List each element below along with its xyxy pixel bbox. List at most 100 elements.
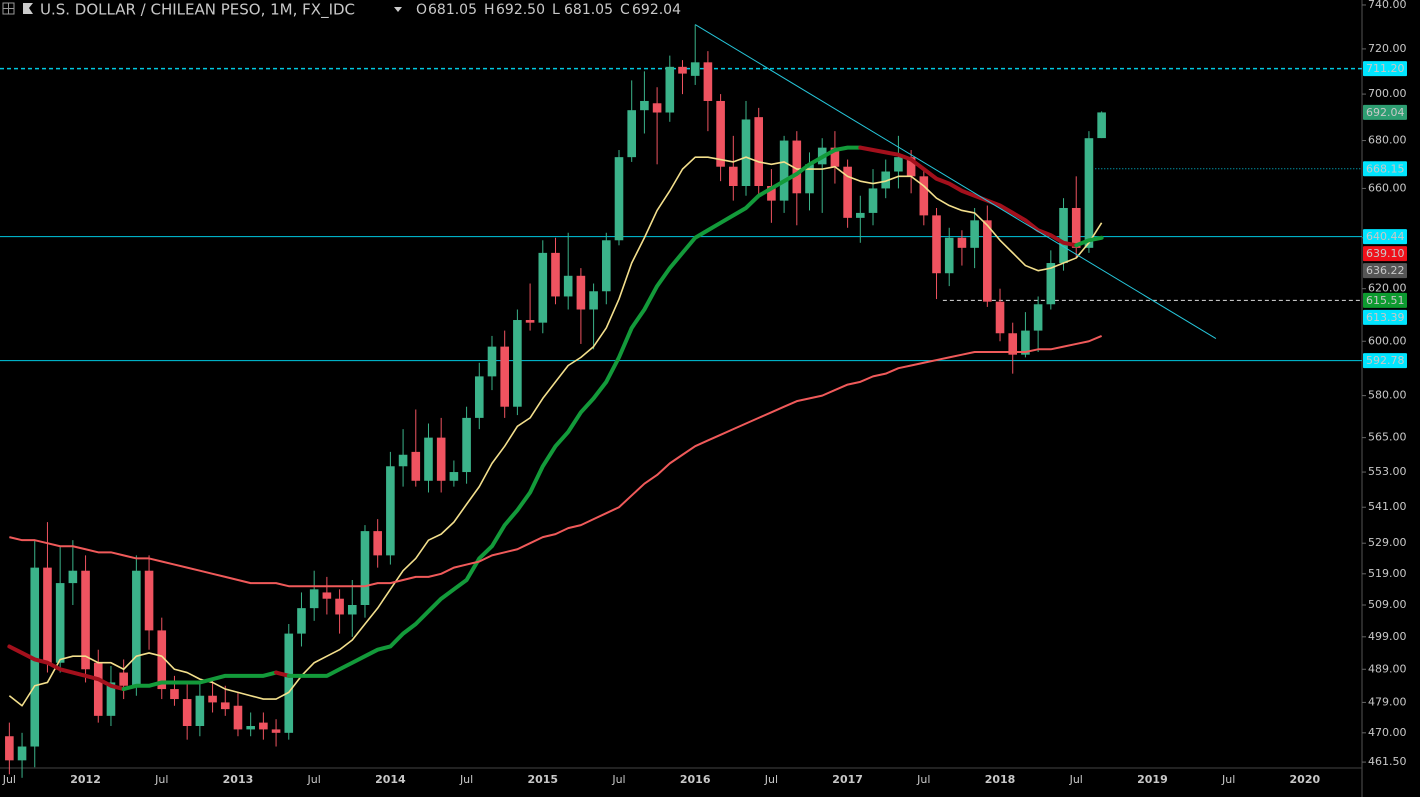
moving-average (274, 670, 291, 678)
flag-icon[interactable] (23, 3, 33, 14)
candle-body (538, 252, 548, 323)
candle-body (373, 531, 382, 556)
price-label: 692.04 (1366, 106, 1405, 119)
candle-body (93, 662, 103, 716)
y-tick-label: 519.00 (1368, 567, 1407, 580)
price-label-box (1363, 309, 1407, 325)
candle-body (919, 176, 929, 216)
candle-body (474, 376, 484, 418)
moving-average (858, 145, 1079, 248)
dropdown-arrow[interactable] (394, 7, 402, 12)
price-label-box (1363, 353, 1407, 369)
candle-body (1021, 330, 1030, 355)
candle-body (589, 291, 598, 310)
y-tick-label: 600.00 (1368, 334, 1407, 347)
candle-body (119, 672, 128, 686)
price-label-box (1363, 229, 1407, 245)
x-tick-label: 2018 (985, 773, 1016, 786)
y-tick-label: 541.00 (1368, 500, 1407, 513)
moving-average (1074, 235, 1104, 248)
ohlc-value: 681.05 (428, 2, 477, 18)
candle-body (690, 62, 700, 76)
candle-body (843, 166, 852, 218)
price-label: 639.10 (1366, 247, 1405, 260)
price-label: 613.39 (1366, 311, 1405, 324)
candle-body (398, 454, 408, 467)
candle-body (576, 275, 586, 310)
x-tick-label: Jul (1221, 773, 1235, 786)
candle-body (779, 140, 789, 201)
candle-body (856, 212, 865, 218)
candle-body (1097, 112, 1106, 139)
y-tick-label: 660.00 (1368, 181, 1407, 194)
candle-body (208, 695, 217, 703)
y-tick-label: 509.00 (1368, 598, 1407, 611)
candle-body (729, 166, 738, 187)
ohlc-key: C (620, 2, 630, 18)
candle-body (983, 220, 992, 302)
x-tick-label: Jul (764, 773, 778, 786)
price-label-box (1363, 104, 1407, 120)
candle-body (1046, 263, 1056, 305)
candle-body (195, 695, 205, 727)
x-tick-label: 2016 (680, 773, 711, 786)
y-tick-label: 680.00 (1368, 134, 1407, 147)
candle-body (106, 682, 116, 716)
candle-body (1071, 207, 1081, 248)
price-label: 615.51 (1366, 294, 1405, 307)
candle-body (868, 188, 878, 213)
ohlc-key: H (484, 2, 495, 18)
toolbar-icons (2, 2, 402, 15)
candle-body (360, 531, 370, 605)
moving-average (7, 644, 126, 692)
x-tick-label: Jul (2, 773, 16, 786)
y-tick-label: 529.00 (1368, 536, 1407, 549)
candle-body (1084, 138, 1094, 248)
price-label-box (1363, 292, 1407, 308)
candle-body (30, 567, 40, 747)
candle-body (386, 466, 395, 556)
y-tick-label: 720.00 (1368, 42, 1407, 55)
ohlc-value: 692.50 (496, 2, 545, 18)
candle-body (792, 140, 802, 194)
candle-body (449, 472, 459, 481)
candle-body (132, 570, 141, 686)
y-tick-label: 553.00 (1368, 465, 1407, 478)
y-tick-label: 499.00 (1368, 630, 1407, 643)
candle-body (68, 570, 78, 584)
price-label: 668.15 (1366, 162, 1405, 175)
candle-body (144, 570, 154, 631)
y-tick-label: 580.00 (1368, 389, 1407, 402)
candle-body (906, 157, 916, 177)
x-tick-label: Jul (307, 773, 321, 786)
ohlc-value: 692.04 (632, 2, 681, 18)
price-label-box (1363, 263, 1407, 279)
candle-body (81, 570, 90, 670)
candle-body (932, 215, 941, 274)
x-tick-label: Jul (459, 773, 473, 786)
y-tick-label: 740.00 (1368, 0, 1407, 11)
candle-body (487, 346, 497, 377)
candle-body (1059, 207, 1068, 264)
candle-body (347, 604, 357, 615)
candle-body (233, 705, 243, 730)
candle-body (894, 157, 903, 172)
candle-body (805, 164, 814, 194)
chart-title: U.S. DOLLAR / CHILEAN PESO, 1M, FX_IDC (40, 1, 355, 20)
candle-body (462, 417, 471, 473)
trendline (694, 24, 1217, 340)
candle-body (259, 722, 268, 730)
ohlc-value: 681.05 (564, 2, 613, 18)
moving-average (8, 156, 1103, 707)
y-tick-label: 700.00 (1368, 87, 1407, 100)
candle-body (957, 237, 967, 248)
y-tick-label: 461.50 (1368, 755, 1407, 768)
candle-body (513, 320, 522, 407)
candle-body (1033, 304, 1043, 331)
x-tick-label: 2020 (1290, 773, 1321, 786)
x-tick-label: Jul (154, 773, 168, 786)
candle-body (309, 589, 319, 609)
ohlc-key: L (552, 2, 560, 18)
x-tick-label: 2014 (375, 773, 406, 786)
